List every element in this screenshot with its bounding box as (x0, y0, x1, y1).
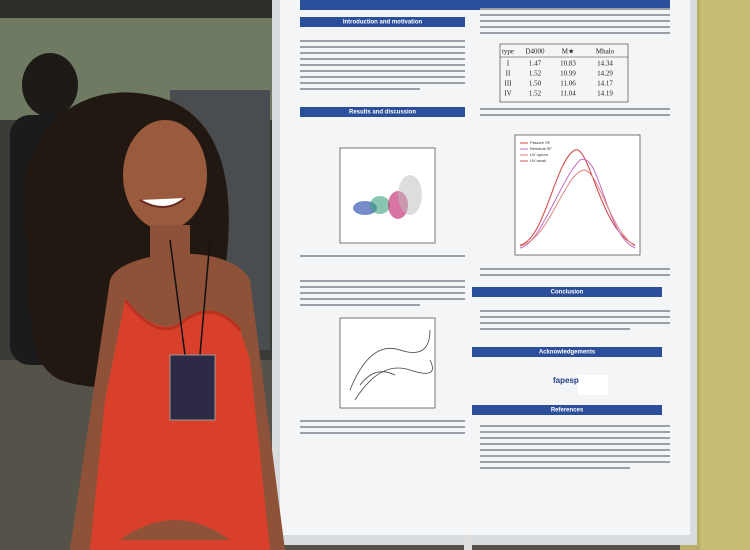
table-cell: 10.83 (560, 60, 576, 68)
section-header: Results and discussion (349, 110, 416, 116)
section-bar (472, 405, 662, 415)
table-cell: 11.04 (560, 90, 576, 98)
badge (169, 354, 216, 421)
lanyard (199, 239, 211, 356)
contour-figure (339, 317, 436, 409)
legend-label: Residual SF (530, 146, 552, 151)
poster-title-bar (300, 0, 670, 10)
legend-label: UV upturn (530, 152, 548, 157)
bystander-head (22, 53, 78, 117)
section-header: Conclusion (551, 290, 584, 296)
text-lines (300, 8, 670, 469)
table-cell: I (507, 60, 510, 68)
table-cell: 1.50 (529, 80, 542, 88)
dress-neckline (123, 299, 242, 331)
logo: fapesp (553, 376, 579, 385)
section-bar (300, 107, 465, 117)
hands (120, 520, 230, 540)
smile (139, 197, 186, 208)
logo-box (578, 375, 608, 395)
right-wall-light (700, 0, 750, 550)
section-header: References (551, 408, 584, 414)
curve (519, 158, 636, 249)
table-cell: 14.34 (597, 60, 613, 68)
section-bar (472, 347, 662, 357)
table-cell: 11.06 (560, 80, 576, 88)
table-cell: 14.17 (597, 80, 613, 88)
table-cell: 14.29 (597, 70, 613, 78)
section-header: Acknowledgements (539, 350, 596, 356)
table-cell: 10.99 (560, 70, 576, 78)
table-header: D4000 (525, 48, 545, 56)
table-header: type (502, 48, 514, 56)
poster (280, 0, 690, 535)
section-bar (300, 17, 465, 27)
contour-lines (349, 329, 433, 401)
face (123, 120, 207, 230)
curve (519, 169, 636, 247)
table-cell: IV (504, 90, 511, 98)
table-cell: 1.47 (529, 60, 542, 68)
legend-label: Passive SF (530, 140, 551, 145)
table-header: M★ (562, 48, 575, 56)
ceiling (0, 0, 280, 18)
table-cell: 1.52 (529, 70, 542, 78)
table-frame (499, 43, 629, 103)
lanyard (169, 239, 186, 356)
legend-label: UV weak (530, 158, 546, 163)
red-dress (90, 300, 270, 550)
section-header: Introduction and motivation (343, 20, 423, 26)
section-bar (472, 287, 662, 297)
table-header: Mhalo (596, 48, 615, 56)
table-cell: 1.52 (529, 90, 542, 98)
table-cell: III (505, 80, 513, 88)
table-cell: II (506, 70, 511, 78)
scatter-cloud (353, 175, 422, 219)
curve (519, 149, 636, 246)
table-cell: 14.19 (597, 90, 613, 98)
